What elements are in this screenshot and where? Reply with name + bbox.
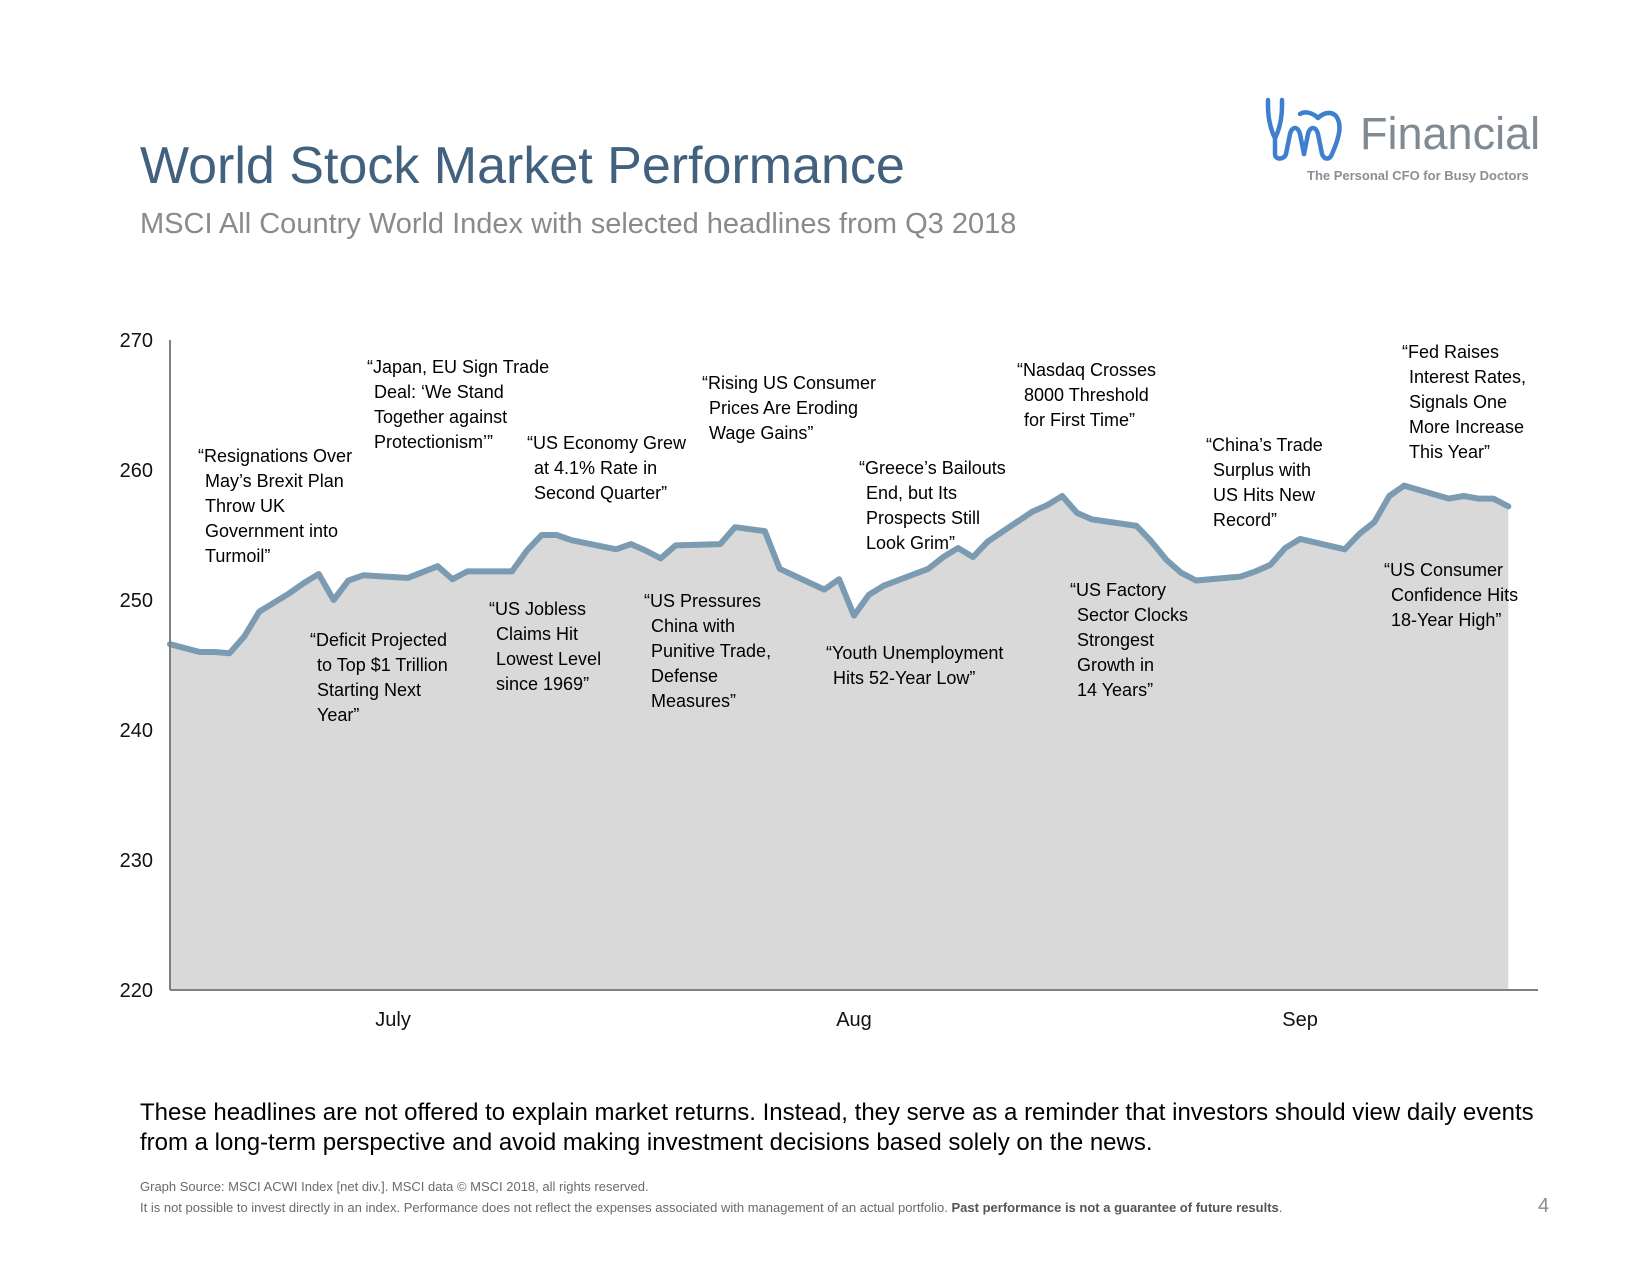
headline-line: Protectionism’” <box>374 432 493 452</box>
y-tick-label: 240 <box>120 720 153 742</box>
headline-line: “Nasdaq Crosses <box>1017 360 1156 380</box>
headline-annotation: “Greece’s Bailouts End, but Its Prospects … <box>859 458 1006 553</box>
headline-line: China with <box>651 616 735 636</box>
headline-line: “Greece’s Bailouts <box>859 458 1006 478</box>
logo-wordmark: Financial <box>1360 108 1541 159</box>
headline-line: Look Grim” <box>866 533 955 553</box>
headline-line: since 1969” <box>496 674 589 694</box>
headline-line: for First Time” <box>1024 410 1135 430</box>
headline-line: This Year” <box>1409 442 1490 462</box>
y-tick-label: 230 <box>120 850 153 872</box>
page-number: 4 <box>1538 1195 1550 1217</box>
headline-annotation: “US Factory Sector Clocks Strongest Growth … <box>1070 580 1188 700</box>
headline-line: “Japan, EU Sign Trade <box>367 357 549 377</box>
headline-line: End, but Its <box>866 483 957 503</box>
headline-line: “US Factory <box>1070 580 1166 600</box>
page-title: World Stock Market Performance <box>140 137 905 195</box>
page-subtitle: MSCI All Country World Index with select… <box>140 208 1017 240</box>
x-month-label: Sep <box>1282 1009 1318 1031</box>
headline-line: at 4.1% Rate in <box>534 458 657 478</box>
headline-line: US Hits New <box>1213 485 1316 505</box>
headline-line: Claims Hit <box>496 624 578 644</box>
headline-line: 14 Years” <box>1077 680 1153 700</box>
headline-line: “US Consumer <box>1384 560 1503 580</box>
headline-annotation: “Resignations Over May’s Brexit Plan Throw… <box>198 446 352 566</box>
headline-line: Second Quarter” <box>534 483 667 503</box>
footer-note: These headlines are not offered to expla… <box>140 1099 1534 1156</box>
disclaimer: It is not possible to invest directly in… <box>140 1201 1282 1214</box>
headline-line: Measures” <box>651 691 736 711</box>
x-month-label: Aug <box>836 1009 872 1031</box>
headline-line: Turmoil” <box>205 546 270 566</box>
headline-line: More Increase <box>1409 417 1524 437</box>
headline-line: Confidence Hits <box>1391 585 1518 605</box>
headline-annotation: “US Pressures China with Punitive Trade, De… <box>644 591 771 711</box>
headline-line: Growth in <box>1077 655 1154 675</box>
msci-acwi-area-chart: 220 230 240 250 260 270 July Aug Sep “Resignation… <box>120 330 1538 1031</box>
disclaimer-text: It is not possible to invest directly in… <box>140 1200 952 1215</box>
headline-line: Prices Are Eroding <box>709 398 858 418</box>
headline-line: “Deficit Projected <box>310 630 447 650</box>
headline-line: “US Jobless <box>489 599 586 619</box>
index-line <box>167 482 1512 657</box>
headline-annotation: “US Jobless Claims Hit Lowest Level since 1… <box>489 599 601 694</box>
headline-line: May’s Brexit Plan <box>205 471 344 491</box>
headline-line: “Rising US Consumer <box>702 373 876 393</box>
headline-line: to Top $1 Trillion <box>317 655 448 675</box>
headline-annotation: “US Economy Grew at 4.1% Rate in Second Qu… <box>527 433 687 503</box>
headline-line: “Fed Raises <box>1402 342 1499 362</box>
headline-line: Record” <box>1213 510 1277 530</box>
logo-tagline: The Personal CFO for Busy Doctors <box>1307 168 1529 183</box>
tooth-stethoscope-icon <box>1265 97 1342 161</box>
headline-line: Together against <box>374 407 507 427</box>
disclaimer-bold: Past performance is not a guarantee of f… <box>951 1200 1279 1215</box>
headline-line: Lowest Level <box>496 649 601 669</box>
headline-line: “Youth Unemployment <box>826 643 1003 663</box>
headline-line: Interest Rates, <box>1409 367 1526 387</box>
y-tick-label: 270 <box>120 330 153 352</box>
headline-line: 8000 Threshold <box>1024 385 1149 405</box>
headline-annotation: “US Consumer Confidence Hits 18-Year High” <box>1384 560 1518 630</box>
headline-line: Hits 52-Year Low” <box>833 668 975 688</box>
headline-line: Starting Next <box>317 680 421 700</box>
area-fill <box>170 485 1509 990</box>
headline-line: “US Economy Grew <box>527 433 687 453</box>
headline-line: Throw UK <box>205 496 285 516</box>
headline-line: Wage Gains” <box>709 423 813 443</box>
x-month-label: July <box>375 1009 411 1031</box>
headline-line: 18-Year High” <box>1391 610 1501 630</box>
company-logo: Financial The Personal CFO for Busy Doct… <box>1262 96 1547 186</box>
headline-line: Government into <box>205 521 338 541</box>
headline-annotation: “China’s Trade Surplus with US Hits New Rec… <box>1206 435 1323 530</box>
headline-line: Signals One <box>1409 392 1507 412</box>
y-tick-label: 220 <box>120 980 153 1002</box>
graph-source: Graph Source: MSCI ACWI Index [net div.]… <box>140 1179 649 1194</box>
headline-annotation: “Youth Unemployment Hits 52-Year Low” <box>826 643 1003 688</box>
headline-line: Sector Clocks <box>1077 605 1188 625</box>
headline-line: “Resignations Over <box>198 446 352 466</box>
headline-line: “China’s Trade <box>1206 435 1323 455</box>
disclaimer-end: . <box>1278 1200 1283 1215</box>
headline-line: Surplus with <box>1213 460 1311 480</box>
y-tick-label: 250 <box>120 590 153 612</box>
headline-line: Defense <box>651 666 718 686</box>
y-tick-label: 260 <box>120 460 153 482</box>
headline-annotation: “Fed Raises Interest Rates, Signals One Mor… <box>1402 342 1526 462</box>
headline-line: Strongest <box>1077 630 1154 650</box>
headline-line: Year” <box>317 705 359 725</box>
headline-line: “US Pressures <box>644 591 761 611</box>
headline-line: Deal: ‘We Stand <box>374 382 504 402</box>
headline-line: Punitive Trade, <box>651 641 771 661</box>
headline-annotation: “Japan, EU Sign Trade Deal: ‘We Stand Toge… <box>367 357 549 452</box>
headline-annotation: “Nasdaq Crosses 8000 Threshold for First T… <box>1017 360 1156 430</box>
headline-line: Prospects Still <box>866 508 980 528</box>
headline-annotation: “Rising US Consumer Prices Are Eroding Wag… <box>702 373 876 443</box>
headline-annotation: “Deficit Projected to Top $1 Trillion Star… <box>310 630 448 725</box>
